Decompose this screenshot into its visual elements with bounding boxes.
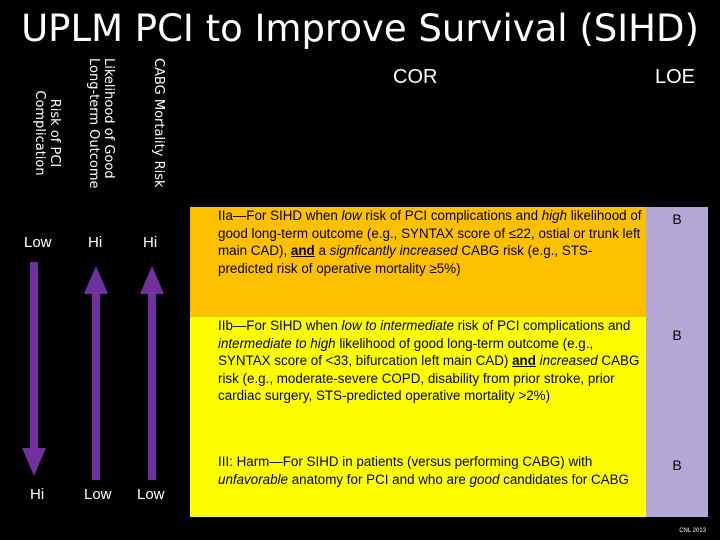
loe-cell: B — [646, 207, 708, 317]
text-segment: increased — [539, 353, 598, 368]
arrow-down-icon — [22, 262, 46, 476]
header-likelihood: Likelihood of Good Long-term Outcome — [82, 58, 120, 208]
recommendation-text: IIb—For SIHD when low to intermediate ri… — [218, 317, 646, 405]
loe-value: B — [672, 457, 682, 473]
text-segment: and — [512, 353, 536, 368]
text-segment: IIa — [218, 208, 233, 223]
recommendation-text: III: Harm—For SIHD in patients (versus p… — [218, 453, 646, 488]
text-segment: and — [290, 243, 315, 258]
likelihood-level-top: Hi — [88, 234, 103, 251]
recommendation-row-iib: IIb—For SIHD when low to intermediate ri… — [190, 317, 646, 453]
header-risk-pci-line2: Complication — [32, 90, 47, 176]
risk-level-top: Low — [24, 234, 52, 251]
header-likelihood-line2: Long-term Outcome — [86, 58, 101, 189]
text-segment: low — [341, 208, 362, 223]
header-risk-pci-line1: Risk of PCI — [47, 98, 62, 168]
header-cor: COR — [393, 66, 438, 88]
loe-cell: B — [646, 317, 708, 453]
loe-value: B — [672, 211, 682, 227]
text-segment: signficantly increased — [329, 243, 458, 258]
text-segment: CABG risk (e.g., STS-predicted risk of o… — [218, 243, 593, 276]
text-segment: risk of PCI complications and — [361, 208, 542, 223]
text-segment: likelihood of good long-term outcome (e.… — [218, 335, 594, 369]
header-loe: LOE — [655, 66, 696, 88]
text-segment: IIb — [218, 318, 233, 333]
text-segment: a — [314, 243, 330, 258]
text-segment: CABG risk (e.g., moderate-severe COPD, d… — [218, 353, 640, 403]
footer-credit: CNL 2013 — [679, 528, 706, 534]
recommendation-row-iia: IIa—For SIHD when low risk of PCI compli… — [190, 207, 646, 317]
arrow-up-icon — [84, 266, 108, 480]
text-segment: good — [469, 471, 500, 487]
text-segment: low to intermediate — [341, 318, 454, 333]
text-segment: risk of PCI complications and — [453, 318, 631, 333]
text-segment: likelihood of good long-term outcome (e.… — [218, 208, 642, 258]
cabg-level-top: Hi — [143, 234, 158, 251]
header-likelihood-line1: Likelihood of Good — [101, 58, 116, 179]
recommendation-row-iii: III: Harm—For SIHD in patients (versus p… — [190, 453, 646, 517]
risk-level-bottom: Hi — [30, 486, 45, 503]
header-risk-pci: Risk of PCI Complication — [28, 58, 66, 208]
text-segment: anatomy for PCI and who are — [287, 471, 470, 487]
header-cabg: CABG Mortality Risk — [140, 58, 178, 208]
loe-cell: B — [646, 453, 708, 517]
text-segment: candidates for CABG — [499, 471, 629, 487]
loe-value: B — [672, 327, 682, 343]
header-cabg-label: CABG Mortality Risk — [151, 58, 167, 188]
text-segment: —For SIHD when — [232, 208, 342, 223]
likelihood-level-bottom: Low — [84, 486, 112, 503]
arrow-up-icon — [140, 266, 164, 480]
text-segment: unfavorable — [218, 471, 288, 487]
text-segment: —For SIHD when — [232, 318, 342, 333]
cabg-level-bottom: Low — [137, 486, 165, 503]
recommendation-text: IIa—For SIHD when low risk of PCI compli… — [218, 207, 646, 277]
text-segment: high — [541, 208, 568, 223]
text-segment: —For SIHD in patients (versus performing… — [269, 454, 593, 469]
text-segment: III: Harm — [218, 454, 270, 469]
text-segment: intermediate to high — [218, 335, 336, 351]
page-title: UPLM PCI to Improve Survival (SIHD) — [21, 7, 699, 50]
